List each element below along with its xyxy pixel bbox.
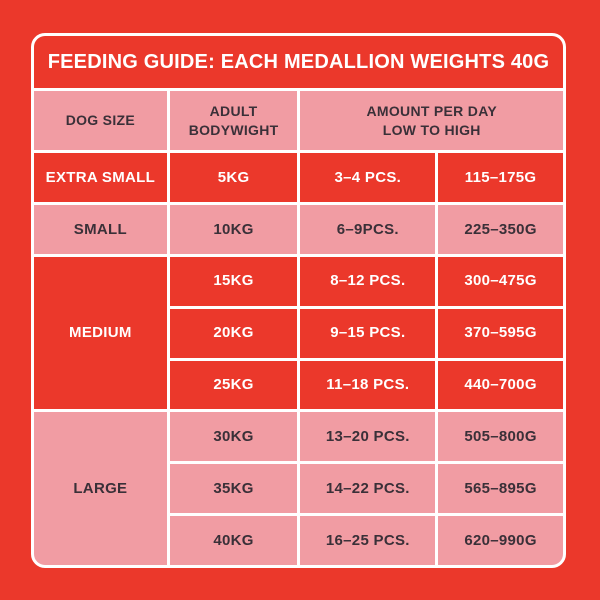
grams-cell: 225–350G (438, 204, 563, 254)
table-title: FEEDING GUIDE: EACH MEDALLION WEIGHTS 40… (34, 36, 563, 88)
kg-cell: 5KG (169, 153, 298, 202)
pcs-cell: 16–25 PCS. (300, 516, 436, 565)
kg-cell: 15KG (169, 256, 298, 306)
kg-cell: 35KG (169, 464, 298, 514)
feeding-guide-table: FEEDING GUIDE: EACH MEDALLION WEIGHTS 40… (31, 33, 566, 568)
kg-cell: 10KG (169, 204, 298, 254)
header-amount-line2: LOW TO HIGH (382, 121, 481, 138)
pcs-cell: 13–20 PCS. (300, 412, 436, 462)
header-amount-per-day: AMOUNT PER DAY LOW TO HIGH (300, 91, 563, 150)
grams-cell: 115–175G (438, 153, 563, 202)
size-small: SMALL (34, 204, 167, 254)
grams-cell: 440–700G (438, 360, 563, 410)
kg-cell: 25KG (169, 360, 298, 410)
kg-cell: 20KG (169, 308, 298, 358)
pcs-cell: 14–22 PCS. (300, 464, 436, 514)
grams-cell: 505–800G (438, 412, 563, 462)
kg-cell: 30KG (169, 412, 298, 462)
pcs-cell: 8–12 PCS. (300, 256, 436, 306)
grams-cell: 565–895G (438, 464, 563, 514)
header-adult-bodyweight: ADULT BODYWIGHT (169, 91, 298, 150)
grams-cell: 370–595G (438, 308, 563, 358)
header-adult-bodyweight-line1: ADULT (209, 103, 258, 120)
header-adult-bodyweight-line2: BODYWIGHT (188, 121, 279, 138)
size-extra-small: EXTRA SMALL (34, 153, 167, 202)
grams-cell: 620–990G (438, 516, 563, 565)
grams-cell: 300–475G (438, 256, 563, 306)
pcs-cell: 3–4 PCS. (300, 153, 436, 202)
pcs-cell: 9–15 PCS. (300, 308, 436, 358)
header-dog-size: DOG SIZE (34, 91, 167, 150)
header-amount-line1: AMOUNT PER DAY (366, 103, 497, 120)
size-medium: MEDIUM (34, 256, 167, 410)
kg-cell: 40KG (169, 516, 298, 565)
size-large: LARGE (34, 412, 167, 565)
pcs-cell: 6–9PCS. (300, 204, 436, 254)
pcs-cell: 11–18 PCS. (300, 360, 436, 410)
